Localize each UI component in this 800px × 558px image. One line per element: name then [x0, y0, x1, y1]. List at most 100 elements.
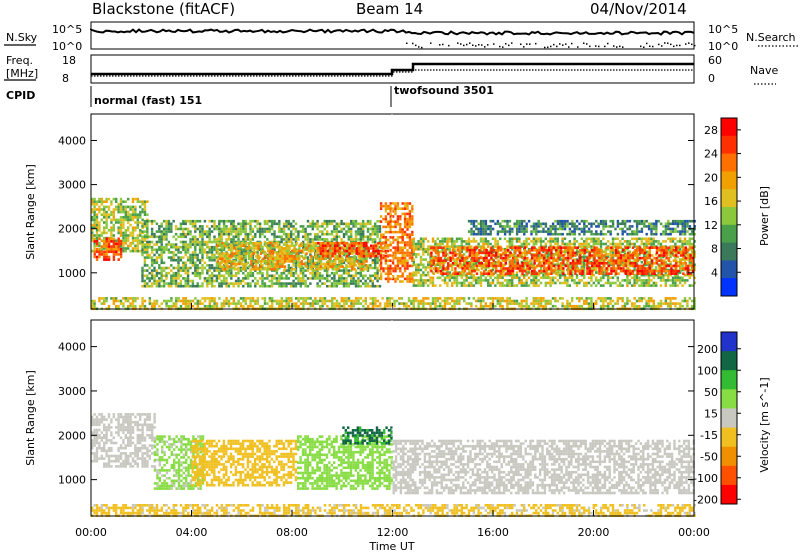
echo-cell [323, 266, 326, 270]
echo-cell [201, 264, 204, 267]
echo-cell [170, 282, 173, 285]
echo-cell [240, 244, 243, 248]
echo-cell [372, 249, 375, 253]
echo-cell [477, 242, 480, 246]
echo-cell [352, 219, 355, 223]
echo-cell [136, 244, 139, 248]
echo-cell [566, 281, 569, 285]
echo-cell [419, 242, 423, 246]
echo-cell [559, 246, 563, 249]
echo-cell [412, 245, 415, 248]
echo-cell [362, 254, 366, 258]
echo-cell [467, 266, 471, 269]
echo-cell [270, 219, 274, 223]
echo-cell [598, 262, 601, 265]
echo-cell [174, 277, 178, 280]
echo-cell [310, 260, 313, 263]
echo-cell [146, 200, 149, 203]
echo-cell [655, 281, 658, 285]
echo-cell [134, 216, 137, 219]
echo-cell [415, 284, 418, 287]
echo-cell [153, 274, 156, 278]
echo-cell [266, 284, 269, 288]
echo-cell [597, 242, 600, 246]
echo-cell [249, 282, 252, 285]
echo-cell [293, 254, 296, 258]
echo-cell [509, 264, 512, 268]
echo-cell [220, 248, 223, 252]
echo-cell [362, 282, 365, 285]
echo-cell [213, 240, 216, 244]
echo-cell [502, 269, 505, 273]
echo-cell [103, 250, 106, 254]
echo-cell [455, 281, 459, 285]
echo-cell [549, 242, 552, 246]
echo-cell [538, 262, 541, 265]
echo-cell [150, 245, 154, 249]
echo-cell [307, 249, 311, 253]
echo-cell [391, 256, 395, 260]
echo-cell [91, 234, 94, 237]
echo-cell [455, 260, 459, 264]
echo-cell [160, 277, 163, 280]
echo-cell [563, 276, 567, 280]
echo-cell [172, 271, 175, 275]
echo-cell [579, 251, 582, 255]
echo-cell [475, 254, 479, 257]
echo-cell [437, 262, 440, 265]
echo-cell [141, 245, 144, 249]
echo-cell [645, 273, 648, 277]
echo-cell [351, 262, 354, 266]
echo-cell [262, 249, 265, 253]
echo-cell [645, 237, 648, 241]
echo-cell [406, 249, 409, 252]
echo-cell [686, 250, 689, 254]
echo-cell [299, 277, 302, 280]
echo-cell [487, 272, 491, 275]
echo-cell [495, 264, 498, 268]
echo-cell [249, 274, 252, 278]
echo-cell [652, 242, 655, 246]
echo-cell [196, 282, 199, 285]
echo-cell [107, 242, 111, 246]
echo-cell [184, 271, 187, 275]
echo-cell [246, 274, 250, 278]
echo-cell [278, 277, 281, 280]
echo-cell [563, 253, 567, 256]
echo-cell [306, 232, 310, 236]
echo-cell [401, 236, 404, 239]
echo-cell [191, 284, 195, 288]
echo-cell [179, 279, 183, 283]
echo-cell [227, 245, 231, 249]
echo-cell [363, 262, 366, 266]
echo-cell [359, 232, 362, 236]
echo-cell [155, 284, 159, 288]
echo-cell [640, 273, 643, 277]
echo-cell [256, 251, 259, 254]
echo-cell [408, 275, 412, 278]
echo-cell [611, 242, 615, 246]
echo-cell [150, 232, 154, 236]
echo-cell [394, 277, 397, 281]
echo-cell [376, 284, 379, 288]
echo-cell [350, 227, 353, 231]
echo-cell [215, 264, 219, 267]
echo-cell [652, 273, 655, 277]
echo-cell [429, 279, 432, 282]
echo-cell [353, 241, 356, 245]
echo-cell [362, 219, 365, 223]
echo-cell [91, 223, 94, 227]
echo-cell [547, 256, 551, 260]
echo-cell [490, 249, 493, 252]
echo-cell [496, 240, 499, 243]
echo-cell [283, 257, 287, 261]
echo-cell [442, 267, 445, 270]
echo-cell [652, 276, 655, 280]
echo-cell [374, 230, 377, 233]
echo-cell [588, 269, 591, 273]
echo-cell [297, 279, 300, 283]
echo-cell [571, 276, 574, 280]
echo-cell [621, 237, 624, 241]
echo-cell [475, 260, 478, 264]
echo-cell [598, 254, 601, 257]
